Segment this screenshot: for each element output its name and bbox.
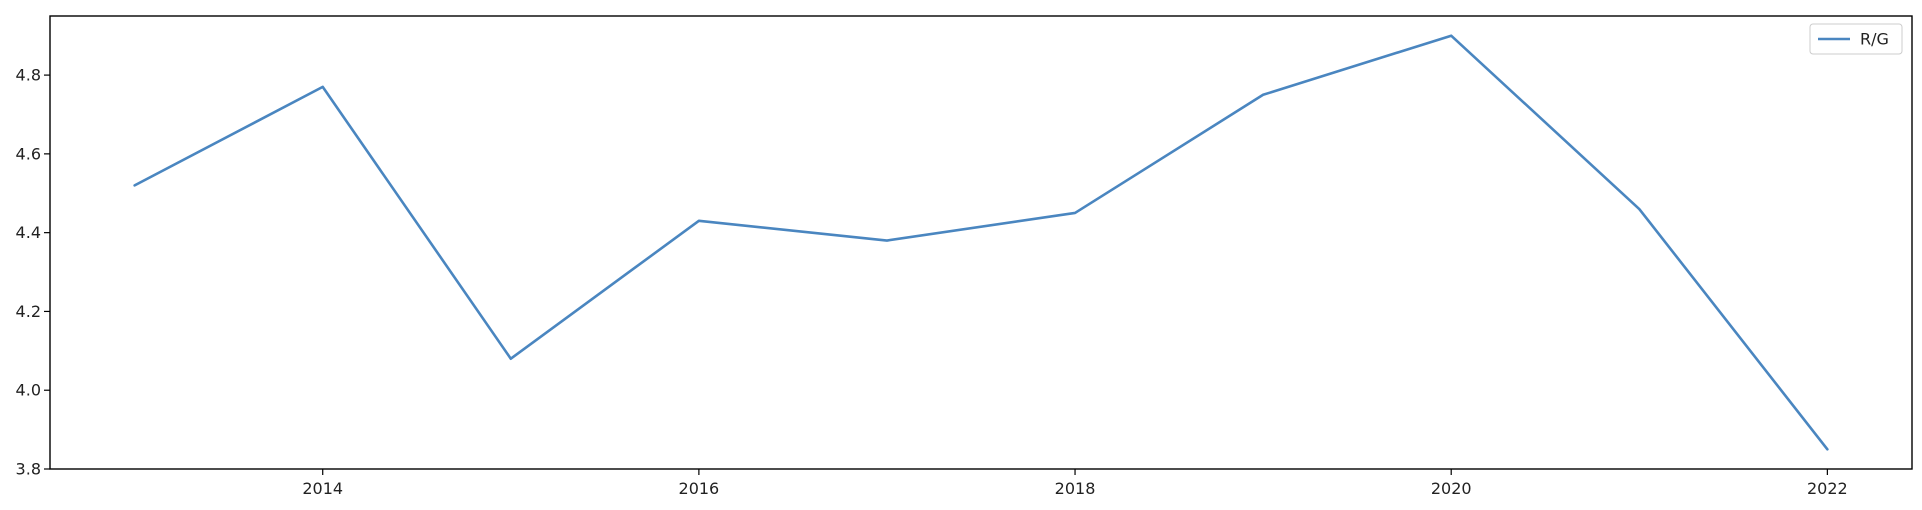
y-tick-label: 4.4 <box>16 223 41 242</box>
legend: R/G <box>1809 23 1903 55</box>
y-tick-label: 4.0 <box>16 381 41 400</box>
legend-label: R/G <box>1860 30 1889 49</box>
x-tick-label: 2018 <box>1055 479 1096 498</box>
plot-frame <box>49 15 1913 470</box>
y-tick-label: 4.6 <box>16 144 41 163</box>
series-line-rg <box>133 34 1829 451</box>
y-axis: 3.8 4.0 4.2 4.4 4.6 4.8 <box>16 66 50 479</box>
legend-box <box>1809 23 1903 55</box>
x-axis: 2014 2016 2018 2020 2022 <box>302 469 1848 498</box>
x-tick-label: 2014 <box>302 479 343 498</box>
x-tick-label: 2016 <box>679 479 720 498</box>
y-tick-label: 4.2 <box>16 302 41 321</box>
x-tick-label: 2022 <box>1807 479 1848 498</box>
series-layer <box>133 34 1829 451</box>
y-tick-label: 4.8 <box>16 66 41 85</box>
x-tick-label: 2020 <box>1431 479 1472 498</box>
y-tick-label: 3.8 <box>16 460 41 479</box>
